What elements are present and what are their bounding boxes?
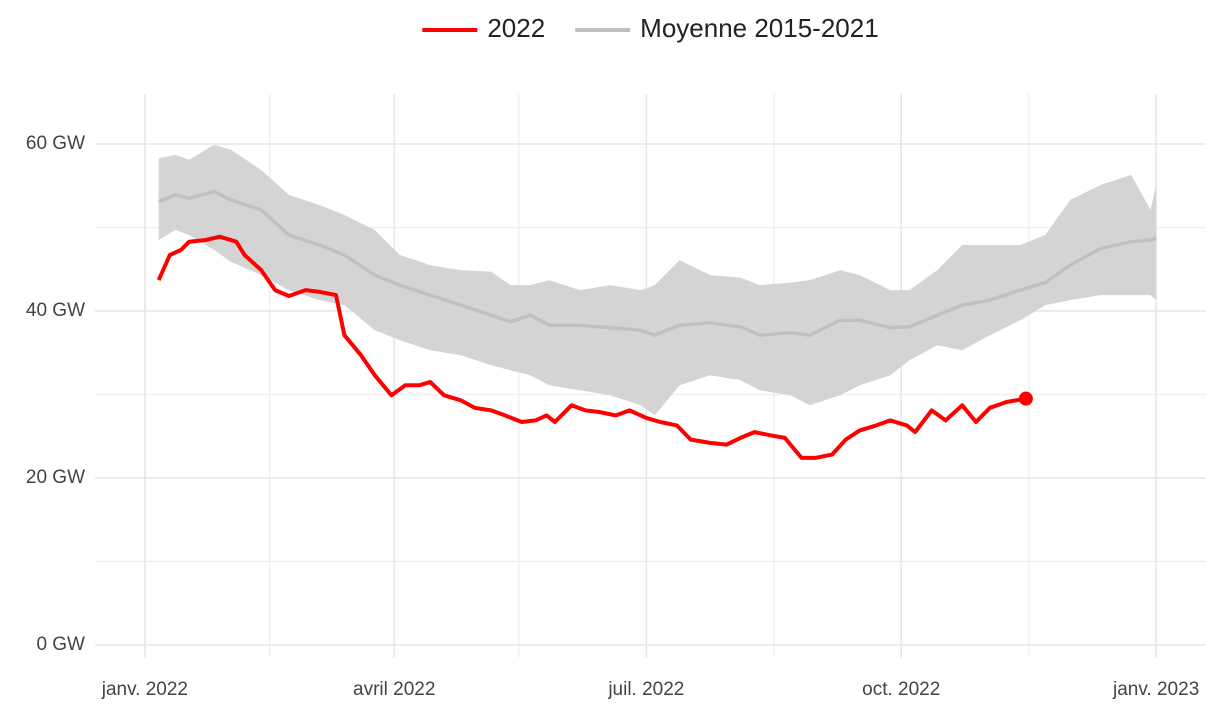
legend-label: 2022 — [487, 13, 545, 43]
series-line — [158, 189, 1157, 337]
x-tick-label: janv. 2023 — [1112, 679, 1199, 700]
y-tick-label: 40 GW — [26, 300, 85, 321]
plot-area — [156, 144, 1157, 460]
y-tick-label: 0 GW — [36, 634, 85, 655]
series-line — [156, 234, 1027, 460]
y-tick-label: 20 GW — [26, 467, 85, 488]
x-tick-label: janv. 2022 — [101, 679, 188, 700]
band — [158, 144, 1157, 416]
legend: 2022 Moyenne 2015-2021 — [422, 13, 879, 43]
end-marker — [1018, 391, 1033, 406]
x-tick-label: avril 2022 — [353, 679, 435, 700]
legend-label: Moyenne 2015-2021 — [640, 13, 879, 43]
y-tick-label: 60 GW — [26, 133, 85, 154]
x-tick-label: juil. 2022 — [607, 679, 684, 700]
x-tick-label: oct. 2022 — [862, 679, 940, 700]
axes: 0 GW 20 GW 40 GW 60 GW janv. 2022 avril 2022 j… — [26, 133, 1199, 700]
